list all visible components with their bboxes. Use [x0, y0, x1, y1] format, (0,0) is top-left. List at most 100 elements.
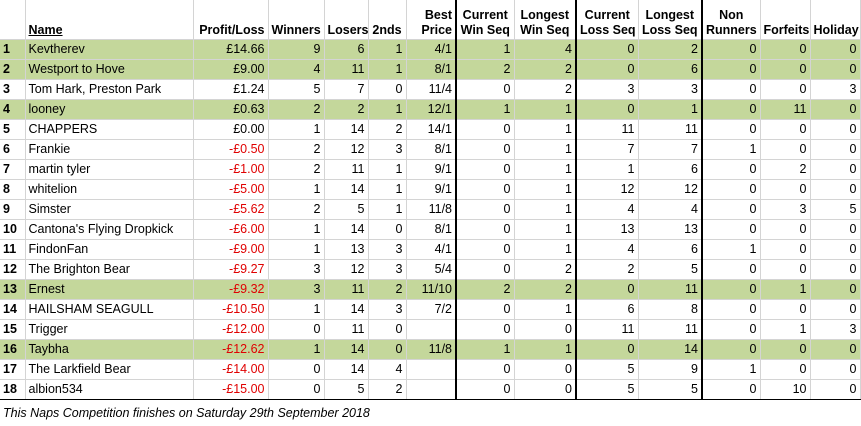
- longest-loss-seq-header: Longest Loss Seq: [638, 0, 703, 40]
- losers-cell: 11: [324, 279, 369, 300]
- current-win-seq-cell: 0: [455, 359, 515, 380]
- current-loss-seq-cell: 12: [576, 179, 639, 200]
- longest-loss-seq-cell: 9: [638, 359, 703, 380]
- leaderboard-table: Name Profit/Loss Winners Losers 2nds Bes…: [0, 0, 861, 400]
- longest-win-seq-cell: 2: [514, 79, 577, 100]
- current-loss-seq-cell: 0: [576, 59, 639, 80]
- holiday-cell: 0: [810, 379, 861, 400]
- table-row: 12 The Brighton Bear -£9.27 3 12 3 5/4 0 2 2 5 0 0 0: [0, 259, 861, 280]
- current-win-seq-cell: 2: [455, 59, 515, 80]
- holiday-cell: 3: [810, 79, 861, 100]
- forfeits-cell: 2: [760, 159, 811, 180]
- rank-header: [0, 0, 26, 40]
- table-row: 13 Ernest -£9.32 3 11 2 11/10 2 2 0 11 0 1 0: [0, 279, 861, 300]
- current-loss-seq-header: Current Loss Seq: [576, 0, 639, 40]
- name-cell: Westport to Hove: [25, 59, 194, 80]
- profit-loss-cell: £9.00: [193, 59, 269, 80]
- holiday-cell: 0: [810, 339, 861, 360]
- longest-win-seq-cell: 1: [514, 119, 577, 140]
- winners-header: Winners: [268, 0, 325, 40]
- holiday-cell: 3: [810, 319, 861, 340]
- losers-cell: 14: [324, 299, 369, 320]
- losers-cell: 12: [324, 139, 369, 160]
- profit-loss-cell: -£9.32: [193, 279, 269, 300]
- current-loss-seq-cell: 0: [576, 339, 639, 360]
- winners-cell: 9: [268, 39, 325, 60]
- losers-cell: 14: [324, 179, 369, 200]
- losers-cell: 2: [324, 99, 369, 120]
- seconds-cell: 0: [368, 319, 407, 340]
- name-cell: looney: [25, 99, 194, 120]
- current-loss-seq-cell: 11: [576, 319, 639, 340]
- best-price-cell: [406, 359, 457, 380]
- profit-loss-cell: £14.66: [193, 39, 269, 60]
- best-price-cell: 8/1: [406, 59, 457, 80]
- name-cell: whitelion: [25, 179, 194, 200]
- name-cell: CHAPPERS: [25, 119, 194, 140]
- non-runners-cell: 0: [702, 59, 761, 80]
- table-row: 14 HAILSHAM SEAGULL -£10.50 1 14 3 7/2 0 1 6 8 0 0 0: [0, 299, 861, 320]
- longest-win-seq-cell: 1: [514, 239, 577, 260]
- holiday-cell: 0: [810, 259, 861, 280]
- current-loss-seq-cell: 13: [576, 219, 639, 240]
- non-runners-cell: 1: [702, 359, 761, 380]
- rank-cell: 7: [0, 159, 26, 180]
- winners-cell: 1: [268, 339, 325, 360]
- forfeits-cell: 0: [760, 39, 811, 60]
- seconds-cell: 0: [368, 339, 407, 360]
- longest-loss-seq-cell: 3: [638, 79, 703, 100]
- current-loss-seq-cell: 7: [576, 139, 639, 160]
- profit-loss-cell: -£12.00: [193, 319, 269, 340]
- holiday-cell: 0: [810, 59, 861, 80]
- current-win-seq-cell: 0: [455, 159, 515, 180]
- seconds-cell: 3: [368, 259, 407, 280]
- header-row: Name Profit/Loss Winners Losers 2nds Bes…: [0, 0, 861, 40]
- seconds-cell: 1: [368, 99, 407, 120]
- profit-loss-header: Profit/Loss: [193, 0, 269, 40]
- rank-cell: 3: [0, 79, 26, 100]
- name-cell: martin tyler: [25, 159, 194, 180]
- longest-loss-seq-cell: 12: [638, 179, 703, 200]
- forfeits-cell: 3: [760, 199, 811, 220]
- longest-loss-seq-cell: 2: [638, 39, 703, 60]
- table-row: 7 martin tyler -£1.00 2 11 1 9/1 0 1 1 6 0 2 0: [0, 159, 861, 180]
- winners-cell: 2: [268, 99, 325, 120]
- profit-loss-cell: -£15.00: [193, 379, 269, 400]
- longest-win-seq-cell: 1: [514, 99, 577, 120]
- best-price-cell: 11/4: [406, 79, 457, 100]
- seconds-cell: 4: [368, 359, 407, 380]
- longest-loss-seq-cell: 5: [638, 379, 703, 400]
- current-win-seq-cell: 2: [455, 279, 515, 300]
- best-price-cell: 14/1: [406, 119, 457, 140]
- longest-loss-seq-cell: 4: [638, 199, 703, 220]
- name-cell: FindonFan: [25, 239, 194, 260]
- winners-cell: 0: [268, 319, 325, 340]
- non-runners-cell: 0: [702, 299, 761, 320]
- name-cell: The Brighton Bear: [25, 259, 194, 280]
- current-win-seq-cell: 0: [455, 299, 515, 320]
- best-price-cell: 5/4: [406, 259, 457, 280]
- table-row: 8 whitelion -£5.00 1 14 1 9/1 0 1 12 12 0 0 0: [0, 179, 861, 200]
- winners-cell: 5: [268, 79, 325, 100]
- holiday-cell: 0: [810, 139, 861, 160]
- holiday-cell: 0: [810, 99, 861, 120]
- longest-loss-seq-cell: 6: [638, 159, 703, 180]
- longest-loss-seq-cell: 11: [638, 279, 703, 300]
- holiday-cell: 0: [810, 39, 861, 60]
- best-price-cell: 8/1: [406, 219, 457, 240]
- holiday-cell: 0: [810, 359, 861, 380]
- forfeits-header: Forfeits: [760, 0, 811, 40]
- longest-win-seq-cell: 0: [514, 359, 577, 380]
- holiday-header: Holiday: [810, 0, 861, 40]
- table-row: 16 Taybha -£12.62 1 14 0 11/8 1 1 0 14 0 0 0: [0, 339, 861, 360]
- table-row: 11 FindonFan -£9.00 1 13 3 4/1 0 1 4 6 1 0 0: [0, 239, 861, 260]
- current-loss-seq-cell: 5: [576, 379, 639, 400]
- best-price-cell: [406, 379, 457, 400]
- losers-cell: 6: [324, 39, 369, 60]
- current-loss-seq-cell: 0: [576, 279, 639, 300]
- winners-cell: 0: [268, 359, 325, 380]
- losers-header: Losers: [324, 0, 369, 40]
- rank-cell: 2: [0, 59, 26, 80]
- winners-cell: 4: [268, 59, 325, 80]
- seconds-cell: 1: [368, 59, 407, 80]
